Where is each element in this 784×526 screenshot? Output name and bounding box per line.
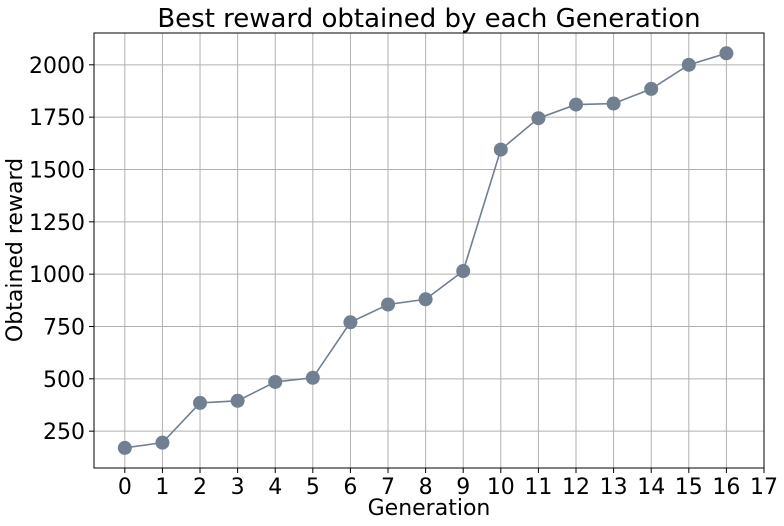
y-tick-label: 1250: [29, 211, 85, 236]
x-axis-label: Generation: [368, 496, 491, 521]
x-tick-label: 7: [381, 475, 395, 500]
x-tick-label: 0: [118, 475, 132, 500]
x-tick-label: 16: [712, 475, 740, 500]
data-point: [193, 395, 208, 410]
data-point: [155, 435, 170, 450]
y-axis-label: Obtained reward: [3, 158, 28, 342]
data-point: [644, 81, 659, 96]
data-point: [343, 315, 358, 330]
x-tick-label: 14: [637, 475, 665, 500]
x-tick-label: 10: [487, 475, 515, 500]
data-point: [381, 297, 396, 312]
data-point: [456, 264, 471, 279]
y-tick-label: 2000: [29, 54, 85, 79]
data-point: [681, 57, 696, 72]
x-tick-label: 1: [155, 475, 169, 500]
x-tick-label: 8: [419, 475, 433, 500]
x-tick-label: 3: [231, 475, 245, 500]
y-tick-label: 500: [43, 368, 85, 393]
data-point: [569, 97, 584, 112]
plot-area: [93, 32, 765, 469]
axis-ticks: 0 1 2 3 4 5 6 7 8 9 10 11 12 13 14 15 16 1725050075010001…: [29, 54, 778, 500]
x-tick-label: 9: [456, 475, 470, 500]
x-tick-label: 12: [562, 475, 590, 500]
y-tick-label: 1750: [29, 106, 85, 131]
x-tick-label: 13: [600, 475, 628, 500]
y-tick-label: 1500: [29, 158, 85, 183]
data-point: [531, 111, 546, 126]
data-point: [418, 292, 433, 307]
x-tick-label: 6: [343, 475, 357, 500]
series-layer: [117, 46, 734, 455]
x-tick-label: 11: [524, 475, 552, 500]
y-tick-label: 1000: [29, 263, 85, 288]
data-point: [493, 142, 508, 157]
x-tick-label: 4: [268, 475, 282, 500]
data-point: [230, 393, 245, 408]
data-point: [719, 46, 734, 61]
data-point: [117, 440, 132, 455]
chart-title: Best reward obtained by each Generation: [157, 4, 700, 34]
x-tick-label: 17: [750, 475, 778, 500]
x-tick-label: 2: [193, 475, 207, 500]
y-tick-label: 250: [43, 420, 85, 445]
data-point: [305, 370, 320, 385]
x-tick-label: 15: [675, 475, 703, 500]
y-tick-label: 750: [43, 315, 85, 340]
data-point: [606, 96, 621, 111]
x-tick-label: 5: [306, 475, 320, 500]
data-point: [268, 374, 283, 389]
